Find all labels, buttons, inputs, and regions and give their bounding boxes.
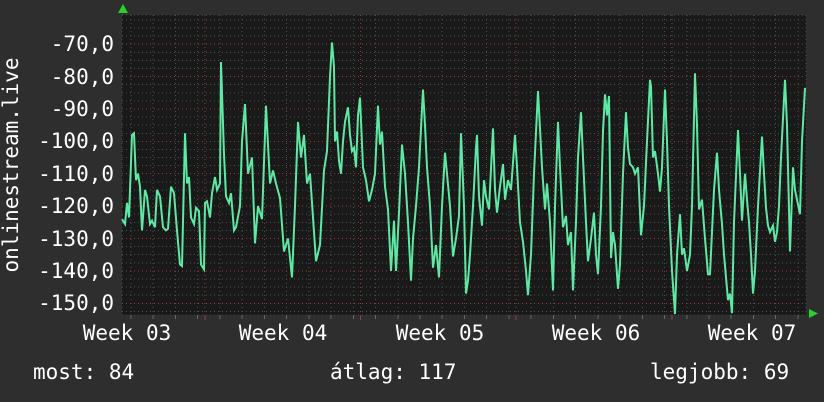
x-tick-label: Week 04	[238, 321, 328, 345]
stat-atlag-label: átlag	[330, 360, 394, 384]
y-tick-label: -140,0	[38, 258, 114, 283]
axis-ticks	[130, 315, 799, 320]
y-axis-arrow-icon	[118, 4, 128, 13]
stat-most-label: most	[33, 360, 84, 384]
y-tick-label: -110,0	[38, 161, 114, 186]
y-tick-label: -70,0	[50, 32, 114, 57]
y-tick-label: -130,0	[38, 226, 114, 251]
y-tick-label: -150,0	[38, 291, 114, 316]
stat-atlag-value: 117	[418, 360, 457, 384]
stat-legjobb: legjobb: 69	[650, 360, 790, 384]
stat-legjobb-label: legjobb	[650, 360, 739, 384]
x-tick-label: Week 06	[551, 321, 641, 345]
x-axis-arrow-icon	[809, 309, 818, 318]
y-tick-label: -100,0	[38, 129, 114, 154]
chart-vertical-title: onlinestream.live	[0, 57, 23, 273]
stat-legjobb-value: 69	[763, 360, 790, 384]
x-tick-label: Week 07	[707, 321, 797, 345]
y-tick-label: -90,0	[50, 97, 114, 121]
x-tick-label: Week 03	[82, 321, 172, 345]
latency-polyline	[121, 42, 806, 315]
y-tick-label: -120,0	[38, 194, 114, 219]
stat-most: most: 84	[33, 360, 135, 384]
axis-arrows	[118, 4, 818, 318]
stat-atlag: átlag: 117	[330, 360, 457, 384]
stat-most-value: 84	[108, 360, 135, 384]
y-tick-label: -80,0	[50, 64, 114, 89]
x-tick-label: Week 05	[395, 321, 485, 345]
data-line	[121, 42, 806, 315]
